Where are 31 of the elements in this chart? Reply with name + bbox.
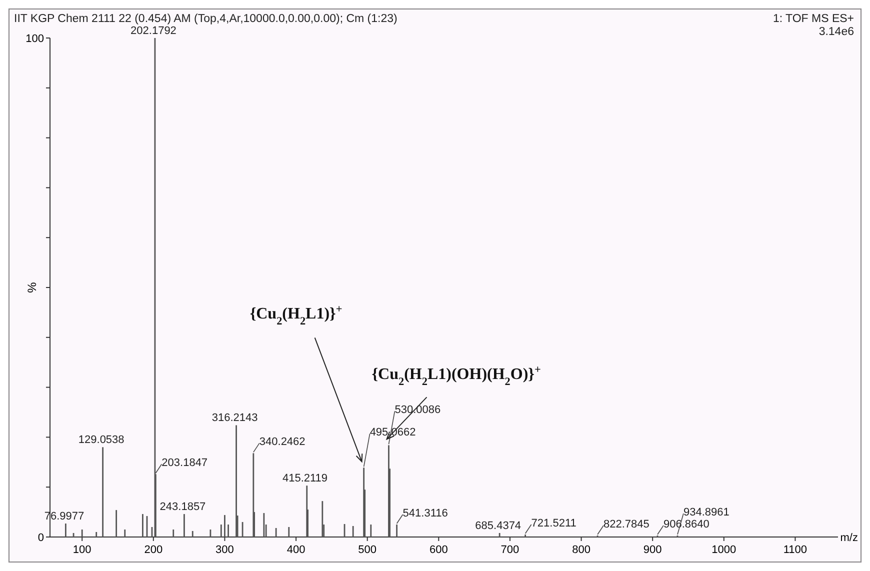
x-tick-label: 800 bbox=[572, 544, 590, 556]
x-tick-label: 300 bbox=[216, 544, 234, 556]
x-tick-label: 1100 bbox=[783, 544, 808, 556]
annotation: 243.1857 bbox=[160, 501, 206, 514]
annotation: 822.7845 bbox=[604, 518, 650, 531]
annotation: 340.2462 bbox=[259, 436, 306, 448]
annotation: {Cu$_{2}$(H$_{2}$L1)}$^{+}$ bbox=[250, 304, 342, 328]
annotation: 3.14e6 bbox=[818, 26, 854, 38]
x-tick-label: 600 bbox=[429, 544, 448, 556]
x-tick-label: 400 bbox=[286, 544, 306, 556]
annotation: 721.5211 bbox=[531, 518, 576, 530]
annotation: 129.0538 bbox=[78, 434, 124, 446]
x-tick-label: 1000 bbox=[712, 544, 736, 556]
annotation: 316.2143 bbox=[212, 412, 258, 424]
annotation: 934.8961 bbox=[683, 506, 730, 519]
chart-title: IIT KGP Chem 2111 22 (0.454) AM (Top,4,Ar,10000.0,0.00,0.00); Cm (1:23) bbox=[14, 13, 398, 25]
x-axis-title: m/z bbox=[840, 532, 858, 544]
x-tick-label: 900 bbox=[643, 544, 662, 556]
annotation: 202.1792 bbox=[130, 25, 176, 37]
y-tick-label: 0 bbox=[38, 532, 44, 544]
x-tick-label: 100 bbox=[72, 544, 92, 556]
text: 1: TOF MS ES+ bbox=[772, 13, 854, 25]
annotation: 415.2119 bbox=[282, 472, 328, 485]
annotation: 203.1847 bbox=[162, 457, 208, 470]
x-tick-label: 500 bbox=[358, 544, 377, 556]
annotation: {Cu$_{2}$(H$_{2}$L1)(OH)(H$_{2}$O)}$^{+}$ bbox=[372, 364, 541, 388]
annotation: 541.3116 bbox=[402, 508, 448, 520]
x-tick-label: 200 bbox=[144, 544, 163, 556]
annotation: 685.4374 bbox=[475, 520, 522, 532]
x-tick-label: 700 bbox=[500, 544, 520, 556]
y-axis-title: % bbox=[25, 282, 39, 293]
